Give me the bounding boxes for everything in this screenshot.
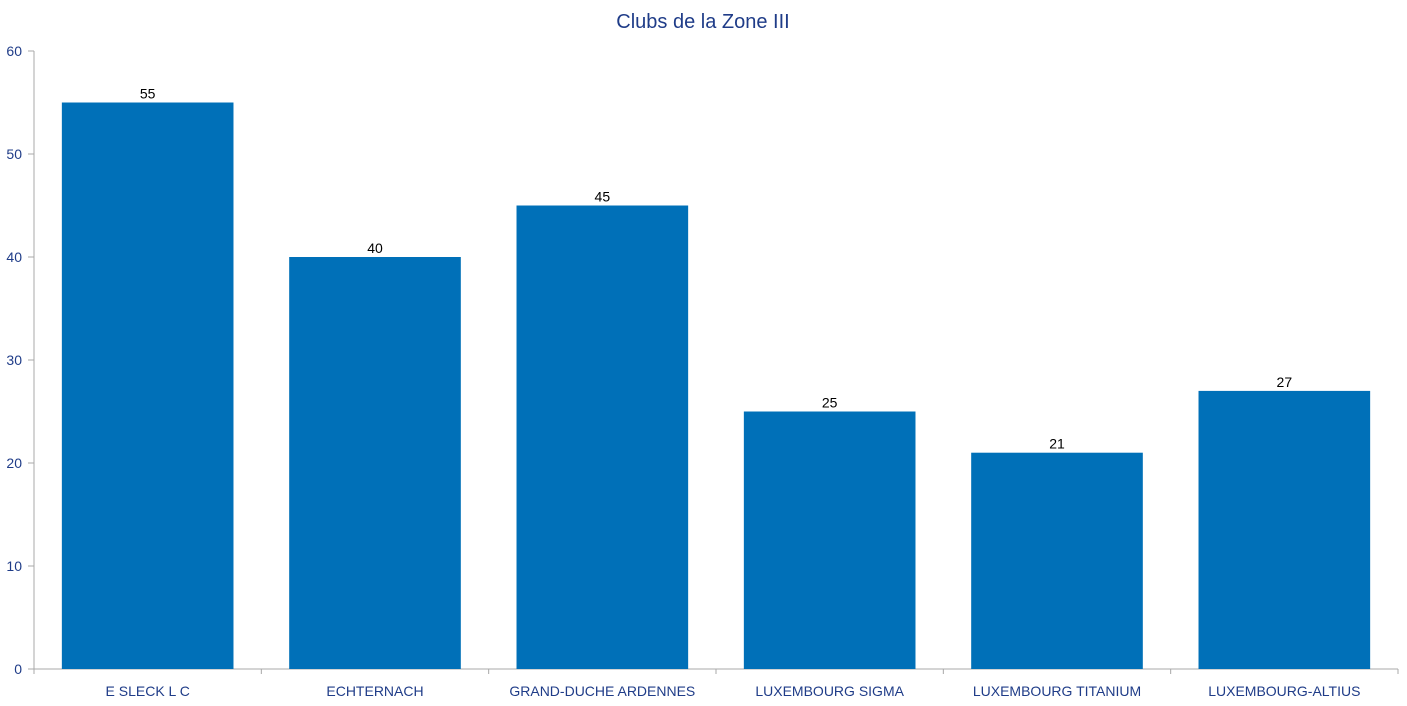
y-tick-label: 20 [6, 455, 22, 471]
data-label: 55 [140, 86, 156, 102]
data-label: 25 [822, 395, 838, 411]
data-label: 27 [1277, 374, 1293, 390]
y-tick-label: 40 [6, 249, 22, 265]
x-tick-label: GRAND-DUCHE ARDENNES [509, 683, 695, 699]
x-tick-label: LUXEMBOURG SIGMA [755, 683, 904, 699]
bars [61, 102, 1371, 669]
chart-title: Clubs de la Zone III [616, 11, 789, 33]
bar [1198, 390, 1371, 669]
bar [61, 102, 234, 669]
axes: 0 10 20 30 40 50 60 [6, 43, 1399, 677]
bar [289, 257, 461, 669]
y-tick-label: 60 [6, 43, 22, 59]
data-label: 21 [1049, 436, 1065, 452]
y-tick-label: 30 [6, 352, 22, 368]
x-tick-label: ECHTERNACH [326, 683, 423, 699]
labels: 55 E SLECK L C 40 ECHTERNACH 45 GRAND-DUCHE A… [106, 86, 1361, 700]
bar [971, 452, 1143, 669]
bar [516, 205, 689, 669]
x-tick-label: LUXEMBOURG-ALTIUS [1208, 683, 1360, 699]
data-label: 40 [367, 240, 383, 256]
bar [743, 411, 916, 669]
data-label: 45 [595, 189, 611, 205]
y-tick-label: 50 [6, 146, 22, 162]
y-tick-label: 10 [6, 558, 22, 574]
y-tick-label: 0 [14, 661, 22, 677]
x-tick-label: LUXEMBOURG TITANIUM [973, 683, 1141, 699]
x-tick-label: E SLECK L C [106, 683, 190, 699]
